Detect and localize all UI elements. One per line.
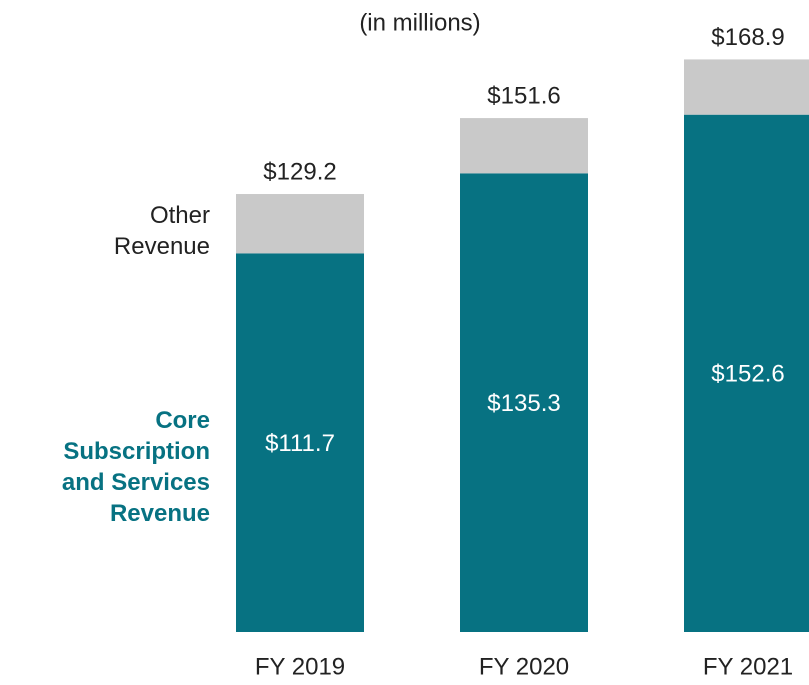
x-tick-label: FY 2021	[703, 653, 793, 680]
total-label: $168.9	[711, 24, 784, 51]
value-label: $111.7	[265, 430, 335, 457]
bar-segment	[460, 173, 588, 632]
bar-segment	[460, 118, 588, 174]
x-tick-label: FY 2019	[255, 653, 345, 680]
value-label: $135.3	[487, 390, 560, 417]
chart-subtitle: (in millions)	[359, 9, 480, 36]
total-label: $129.2	[263, 158, 336, 185]
value-label: $152.6	[711, 361, 784, 388]
bar-segment	[684, 59, 809, 115]
bar-segment	[236, 194, 364, 254]
bar-segment	[236, 253, 364, 632]
legend-core: Core Subscription and Services Revenue	[61, 407, 210, 527]
total-label: $151.6	[487, 82, 560, 109]
bar-segment	[684, 114, 809, 633]
legend-other: Other Revenue	[113, 202, 210, 260]
x-tick-label: FY 2020	[479, 653, 569, 680]
